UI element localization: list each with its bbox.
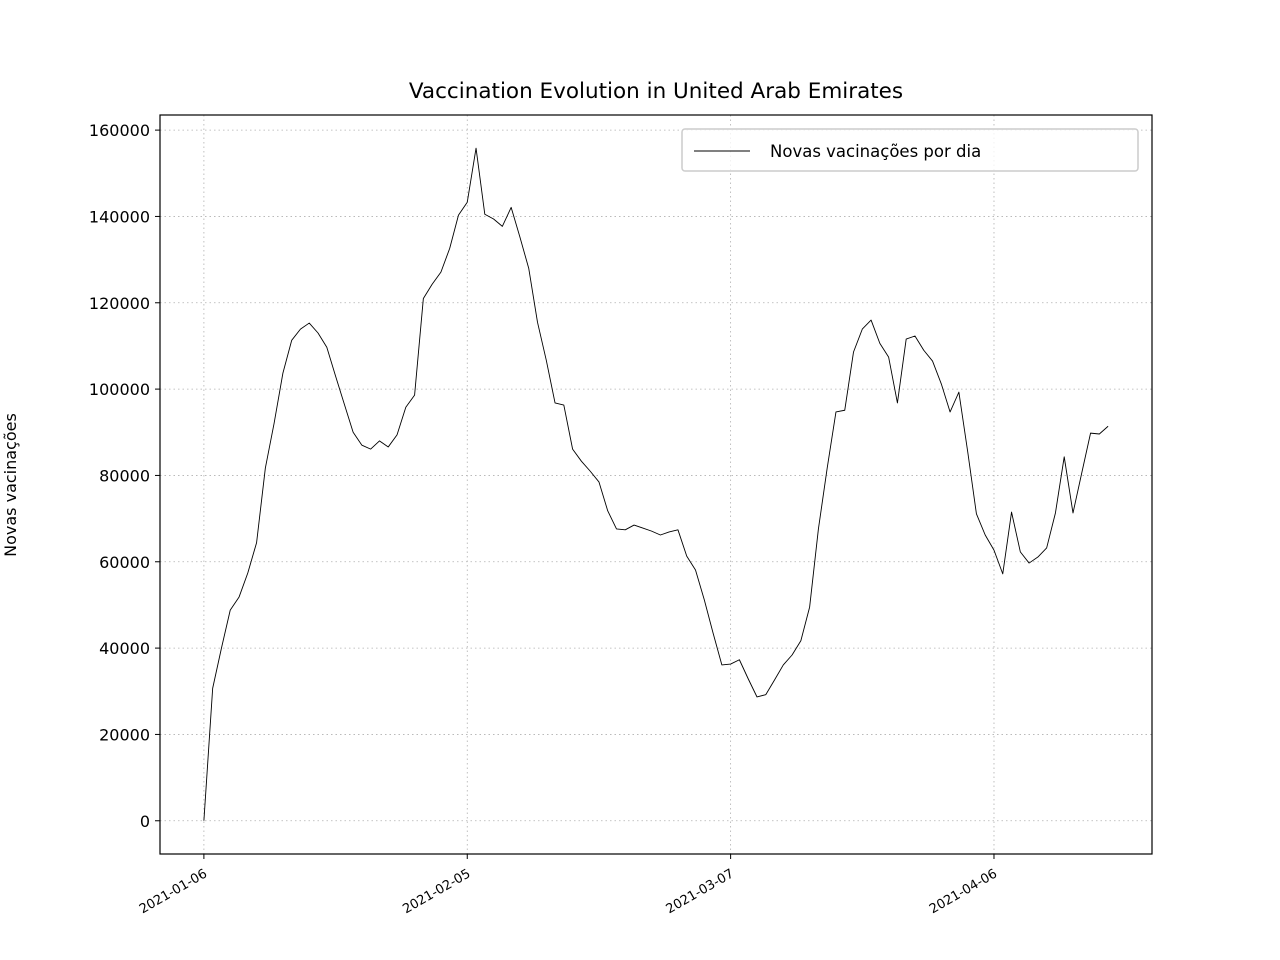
legend-box: [681, 128, 1139, 172]
chart-title: Vaccination Evolution in United Arab Emi…: [409, 79, 903, 104]
plot-frame: [159, 114, 1153, 855]
x-tick-label: 2021-03-07: [664, 866, 737, 917]
y-tick-label: 20000: [99, 725, 150, 744]
x-tick-label: 2021-01-06: [137, 866, 210, 917]
x-tick-label: 2021-04-06: [927, 866, 1000, 917]
y-tick-label: 160000: [89, 121, 150, 140]
y-tick-label: 120000: [89, 294, 150, 313]
y-tick-label: 0: [140, 812, 150, 831]
y-tick-label: 40000: [99, 639, 150, 658]
legend-label: Novas vacinações por dia: [770, 142, 981, 161]
x-tick-label: 2021-02-05: [400, 866, 473, 917]
y-tick-label: 60000: [99, 553, 150, 572]
legend: Novas vacinações por dia: [681, 128, 1139, 172]
y-tick-label: 100000: [89, 380, 150, 399]
y-tick-label: 80000: [99, 466, 150, 485]
y-tick-label: 140000: [89, 207, 150, 226]
y-axis-label: Novas vacinações: [1, 413, 20, 557]
data-line: [203, 147, 1109, 821]
